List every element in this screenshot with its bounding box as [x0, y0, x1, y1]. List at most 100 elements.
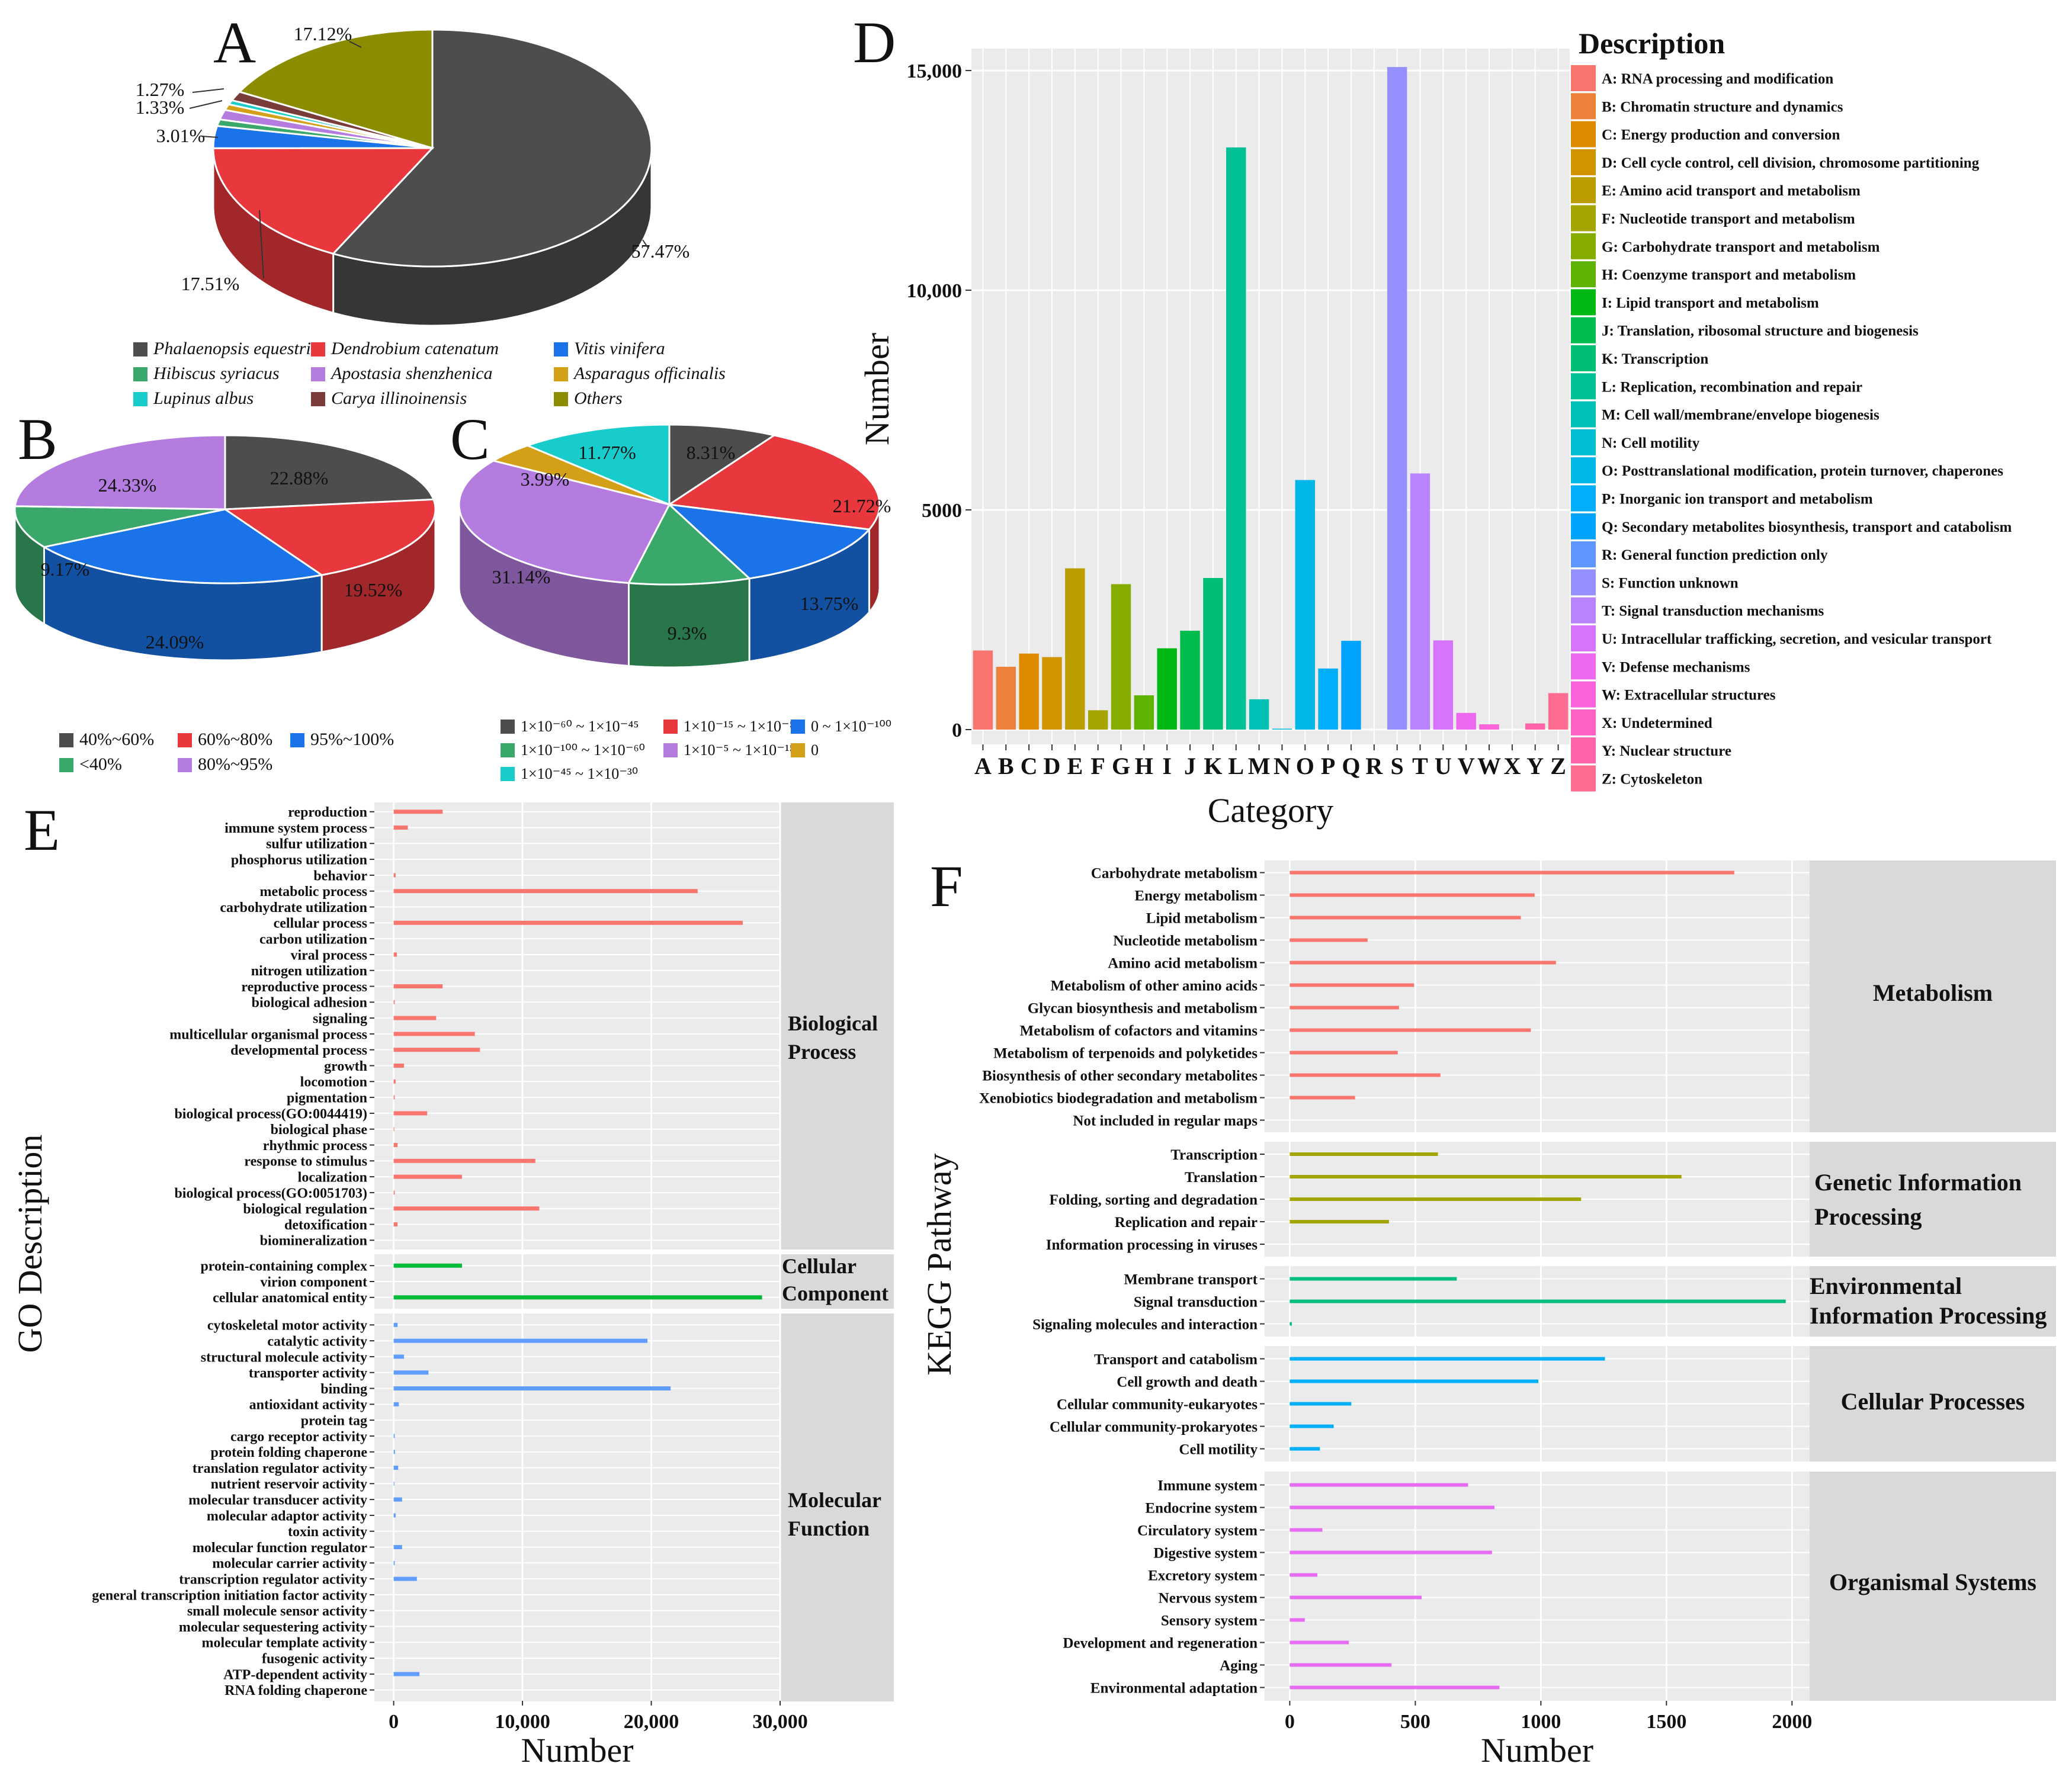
category-label: Not included in regular maps — [1073, 1113, 1258, 1129]
pie-slice-95-100 — [41, 508, 324, 584]
x-tick-label: R — [1365, 753, 1383, 779]
bar-energy-metabolism — [1290, 893, 1535, 897]
category-label: multicellular organismal process — [169, 1027, 367, 1042]
legend-swatch — [1571, 709, 1596, 736]
legend-swatch — [1571, 597, 1596, 624]
legend-swatch — [178, 758, 192, 772]
legend-label: I: Lipid transport and metabolism — [1602, 295, 1819, 311]
legend-label: Dendrobium catenatum — [331, 339, 499, 358]
category-label: carbohydrate utilization — [220, 900, 367, 916]
legend-label: Others — [574, 388, 623, 408]
bar-rhythmic-process — [393, 1143, 398, 1147]
pie-percent-label: 8.31% — [687, 442, 736, 463]
legend-label: T: Signal transduction mechanisms — [1602, 603, 1824, 619]
facet-label: Cellular Processes — [1841, 1388, 2025, 1415]
legend-swatch — [290, 733, 304, 747]
x-axis-title: Number — [1481, 1731, 1593, 1769]
bar-immune-system-process — [393, 826, 408, 830]
facet-label: Molecular — [788, 1488, 881, 1512]
category-label: Folding, sorting and degradation — [1050, 1192, 1258, 1208]
leader-line — [642, 239, 649, 249]
legend-label: O: Posttranslational modification, prote… — [1602, 463, 2003, 479]
bar-transport-and-catabolism — [1290, 1357, 1605, 1361]
x-tick-label: 20,000 — [624, 1711, 679, 1733]
plot-background — [971, 49, 1570, 744]
bar-signaling-molecules-and-interaction — [1290, 1322, 1292, 1326]
legend-label: 1×10⁻¹⁵ ~ 1×10⁻⁵⁰ — [684, 718, 801, 735]
bar-excretory-system — [1290, 1573, 1318, 1577]
legend-swatch — [1571, 401, 1596, 428]
legend-swatch — [1571, 485, 1596, 512]
x-tick-label: E — [1067, 753, 1083, 779]
bar-transcription — [1290, 1152, 1438, 1156]
category-label: Nucleotide metabolism — [1113, 933, 1258, 949]
bar-cell-motility — [1290, 1447, 1320, 1451]
legend-label: A: RNA processing and modification — [1602, 71, 1833, 87]
category-label: biological process(GO:0051703) — [174, 1186, 367, 1201]
category-label: Signal transduction — [1134, 1294, 1258, 1310]
category-label: transcription regulator activity — [179, 1572, 367, 1588]
facet-strip — [1810, 1142, 2056, 1257]
x-tick-label: H — [1135, 753, 1153, 779]
bar-I — [1157, 648, 1177, 730]
category-label: phosphorus utilization — [231, 853, 367, 868]
x-tick-label: F — [1090, 753, 1105, 779]
x-tick-label: M — [1248, 753, 1271, 779]
legend-swatch — [663, 743, 678, 757]
category-label: Amino acid metabolism — [1108, 955, 1258, 971]
category-label: binding — [320, 1382, 367, 1397]
legend-label: R: General function prediction only — [1602, 547, 1828, 563]
facet-background — [374, 802, 780, 1250]
legend-swatch — [1571, 93, 1596, 120]
legend-label: Phalaenopsis equestris — [153, 339, 318, 358]
x-axis-title: Number — [521, 1731, 633, 1769]
facet-label: Process — [788, 1040, 856, 1064]
category-label: cellular anatomical entity — [213, 1290, 367, 1306]
pie-slice-1-10-1-10 — [627, 503, 752, 586]
legend-swatch — [1571, 569, 1596, 596]
category-label: Cell growth and death — [1117, 1374, 1258, 1390]
bar-G — [1111, 584, 1131, 730]
legend-label: 1×10⁻⁵ ~ 1×10⁻¹⁵ — [684, 741, 795, 759]
category-label: Aging — [1220, 1658, 1258, 1674]
bar-biological-process-go-0044419 — [393, 1111, 428, 1116]
facet-label: Processing — [1814, 1203, 1922, 1230]
bar-xenobiotics-biodegradation-and-metabolism — [1290, 1096, 1355, 1100]
legend-swatch — [1571, 737, 1596, 764]
facet-strip — [780, 1313, 894, 1701]
legend-label: W: Extracellular structures — [1602, 688, 1776, 704]
category-label: Translation — [1185, 1170, 1258, 1186]
bar-V — [1456, 712, 1476, 730]
category-label: Replication and repair — [1115, 1215, 1258, 1231]
legend-swatch — [1571, 289, 1596, 316]
bar-nervous-system — [1290, 1595, 1422, 1600]
legend-swatch — [1571, 457, 1596, 484]
bar-pigmentation — [393, 1095, 395, 1100]
bar-biological-process-go-0051703 — [393, 1190, 395, 1195]
pie-percent-label: 9.3% — [668, 622, 707, 644]
legend-swatch — [133, 392, 147, 406]
legend-swatch — [133, 367, 147, 381]
x-tick-label: 500 — [1400, 1711, 1430, 1733]
category-label: sulfur utilization — [266, 837, 367, 852]
bar-aging — [1290, 1663, 1392, 1667]
legend-swatch — [1571, 429, 1596, 455]
x-tick-label: G — [1112, 753, 1130, 779]
bar-L — [1226, 147, 1246, 730]
pie-percent-label: 24.33% — [98, 474, 157, 496]
category-label: molecular sequestering activity — [179, 1620, 367, 1635]
category-label: viral process — [290, 948, 367, 963]
bar-behavior — [393, 873, 396, 878]
legend-swatch — [501, 767, 515, 781]
bar-A — [973, 650, 993, 730]
category-label: Environmental adaptation — [1090, 1680, 1258, 1696]
leader-line — [189, 100, 223, 109]
y-tick-label: 0 — [952, 720, 962, 741]
bar-Y — [1525, 723, 1545, 730]
category-label: Nervous system — [1159, 1590, 1258, 1606]
pie-percent-label: 17.12% — [294, 23, 352, 44]
bar-molecular-carrier-activity — [393, 1560, 395, 1565]
legend-label: N: Cell motility — [1602, 435, 1700, 451]
bar-response-to-stimulus — [393, 1158, 535, 1163]
